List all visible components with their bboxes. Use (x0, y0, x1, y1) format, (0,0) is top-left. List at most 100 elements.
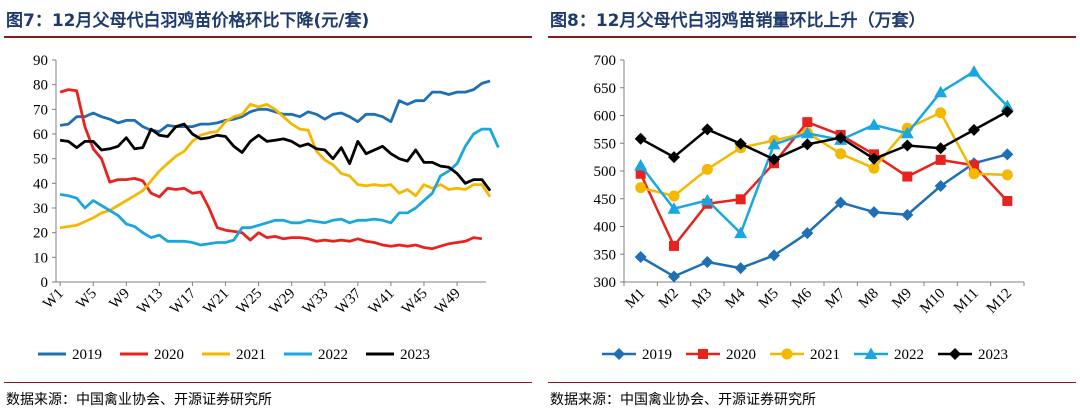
legend-label: 2020 (726, 347, 756, 363)
chart-title: 图7：12月父母代白羽鸡苗价格环比下降(元/套) (6, 11, 370, 31)
source-note: 数据来源：中国禽业协会、开源证券研究所 (550, 392, 816, 408)
data-point-2023 (901, 139, 914, 152)
x-tick-label: M1 (622, 286, 648, 312)
y-tick-label: 60 (33, 127, 48, 143)
data-point-2019 (734, 262, 747, 275)
source-rule (4, 382, 532, 383)
x-tick-label: M9 (889, 286, 915, 312)
chart-title: 图8：12月父母代白羽鸡苗销量环比上升（万套） (550, 11, 926, 31)
data-point-2019 (1001, 148, 1014, 161)
y-tick-label: 50 (33, 152, 48, 168)
x-tick-label: W37 (333, 285, 365, 317)
data-point-2022 (867, 118, 881, 130)
legend-label: 2019 (72, 347, 102, 363)
y-tick-label: 20 (33, 226, 48, 242)
data-point-2023 (734, 137, 747, 150)
data-point-2021 (968, 168, 980, 180)
series-line-2019 (59, 79, 491, 133)
x-tick-label: M4 (722, 285, 748, 311)
data-point-2021 (868, 162, 880, 174)
x-tick-label: W41 (366, 286, 398, 318)
legend-label: 2019 (642, 347, 672, 363)
sales-chart-panel: 图8：12月父母代白羽鸡苗销量环比上升（万套） 300 350 400 450 500 5… (544, 0, 1080, 419)
data-point-2021 (635, 182, 647, 194)
series-line-2023 (59, 122, 492, 192)
data-point-2020 (735, 194, 746, 205)
x-tick-label: M7 (822, 285, 848, 311)
x-tick-label: M10 (917, 286, 948, 317)
data-point-2023 (801, 138, 814, 151)
x-tick-label: M6 (789, 285, 815, 311)
price-chart-panel: 图7：12月父母代白羽鸡苗价格环比下降(元/套) 0 10 20 30 40 50 60 70… (0, 0, 536, 419)
data-point-2022 (767, 137, 781, 150)
data-point-2020 (969, 160, 979, 171)
legend-marker-2021 (781, 348, 793, 360)
data-point-2020 (635, 168, 646, 179)
y-tick-label: 300 (594, 275, 617, 291)
data-point-2021 (1001, 169, 1013, 181)
sales-line-chart: 300 350 400 450 500 550 600 650 700 M1 M2 M3 M4 M5 M6 M… (594, 53, 1025, 363)
y-tick-label: 90 (33, 53, 48, 69)
data-point-2020 (802, 117, 813, 128)
data-point-2023 (768, 153, 780, 166)
data-point-2022 (900, 126, 914, 139)
data-point-2022 (700, 193, 714, 206)
data-point-2021 (835, 148, 847, 160)
x-tick-label: W13 (134, 286, 166, 318)
series-line-2020 (59, 88, 483, 251)
data-point-2019 (668, 270, 680, 283)
data-point-2021 (668, 190, 680, 202)
x-tick-label: M2 (656, 286, 682, 312)
x-tick-label: W25 (233, 286, 265, 318)
legend-marker-2023 (949, 348, 961, 360)
data-point-2020 (935, 154, 946, 165)
x-tick-label: W49 (432, 286, 464, 318)
y-tick-label: 70 (33, 102, 48, 118)
series-line-2022 (59, 127, 500, 247)
data-point-2022 (934, 85, 948, 98)
data-point-2019 (901, 208, 914, 221)
legend-marker-2022 (864, 347, 878, 359)
x-tick-label: M11 (951, 286, 982, 317)
source-note: 数据来源：中国禽业协会、开源证券研究所 (6, 392, 272, 408)
y-tick-label: 450 (594, 192, 617, 208)
series-line-2021 (640, 111, 1008, 198)
series-line-2021 (59, 103, 492, 230)
y-tick-label: 500 (594, 164, 617, 180)
data-point-2019 (634, 251, 647, 264)
data-point-2020 (902, 171, 913, 182)
data-point-2019 (701, 256, 714, 269)
y-tick-label: 40 (33, 176, 48, 192)
legend-label: 2020 (154, 347, 184, 363)
y-tick-label: 10 (33, 250, 48, 266)
legend-marker-2020 (698, 349, 708, 359)
legend-label: 2023 (978, 347, 1008, 363)
data-point-2022 (734, 226, 748, 239)
x-tick-label: W17 (167, 285, 199, 317)
series-line-2023 (640, 110, 1008, 161)
y-tick-label: 350 (594, 247, 617, 263)
legend-label: 2021 (810, 347, 840, 363)
y-tick-label: 30 (33, 201, 48, 217)
data-point-2019 (834, 196, 847, 209)
y-tick-label: 600 (594, 109, 617, 125)
legend-marker-2019 (613, 348, 625, 360)
data-point-2023 (1001, 105, 1014, 118)
x-tick-label: M5 (756, 286, 782, 312)
data-point-2021 (935, 107, 947, 119)
x-tick-label: M3 (689, 286, 715, 312)
x-tick-label: W5 (73, 286, 100, 313)
data-point-2021 (701, 163, 713, 175)
x-tick-label: M12 (984, 286, 1015, 317)
series-line-2020 (639, 120, 1009, 248)
data-point-2022 (967, 65, 981, 77)
series-line-2022 (639, 70, 1009, 235)
data-point-2023 (934, 142, 947, 155)
y-tick-label: 650 (594, 81, 617, 97)
legend-label: 2022 (894, 347, 924, 363)
legend-label: 2021 (236, 347, 266, 363)
y-tick-label: 550 (594, 136, 617, 152)
y-tick-label: 400 (594, 220, 617, 236)
data-point-2019 (868, 206, 880, 219)
